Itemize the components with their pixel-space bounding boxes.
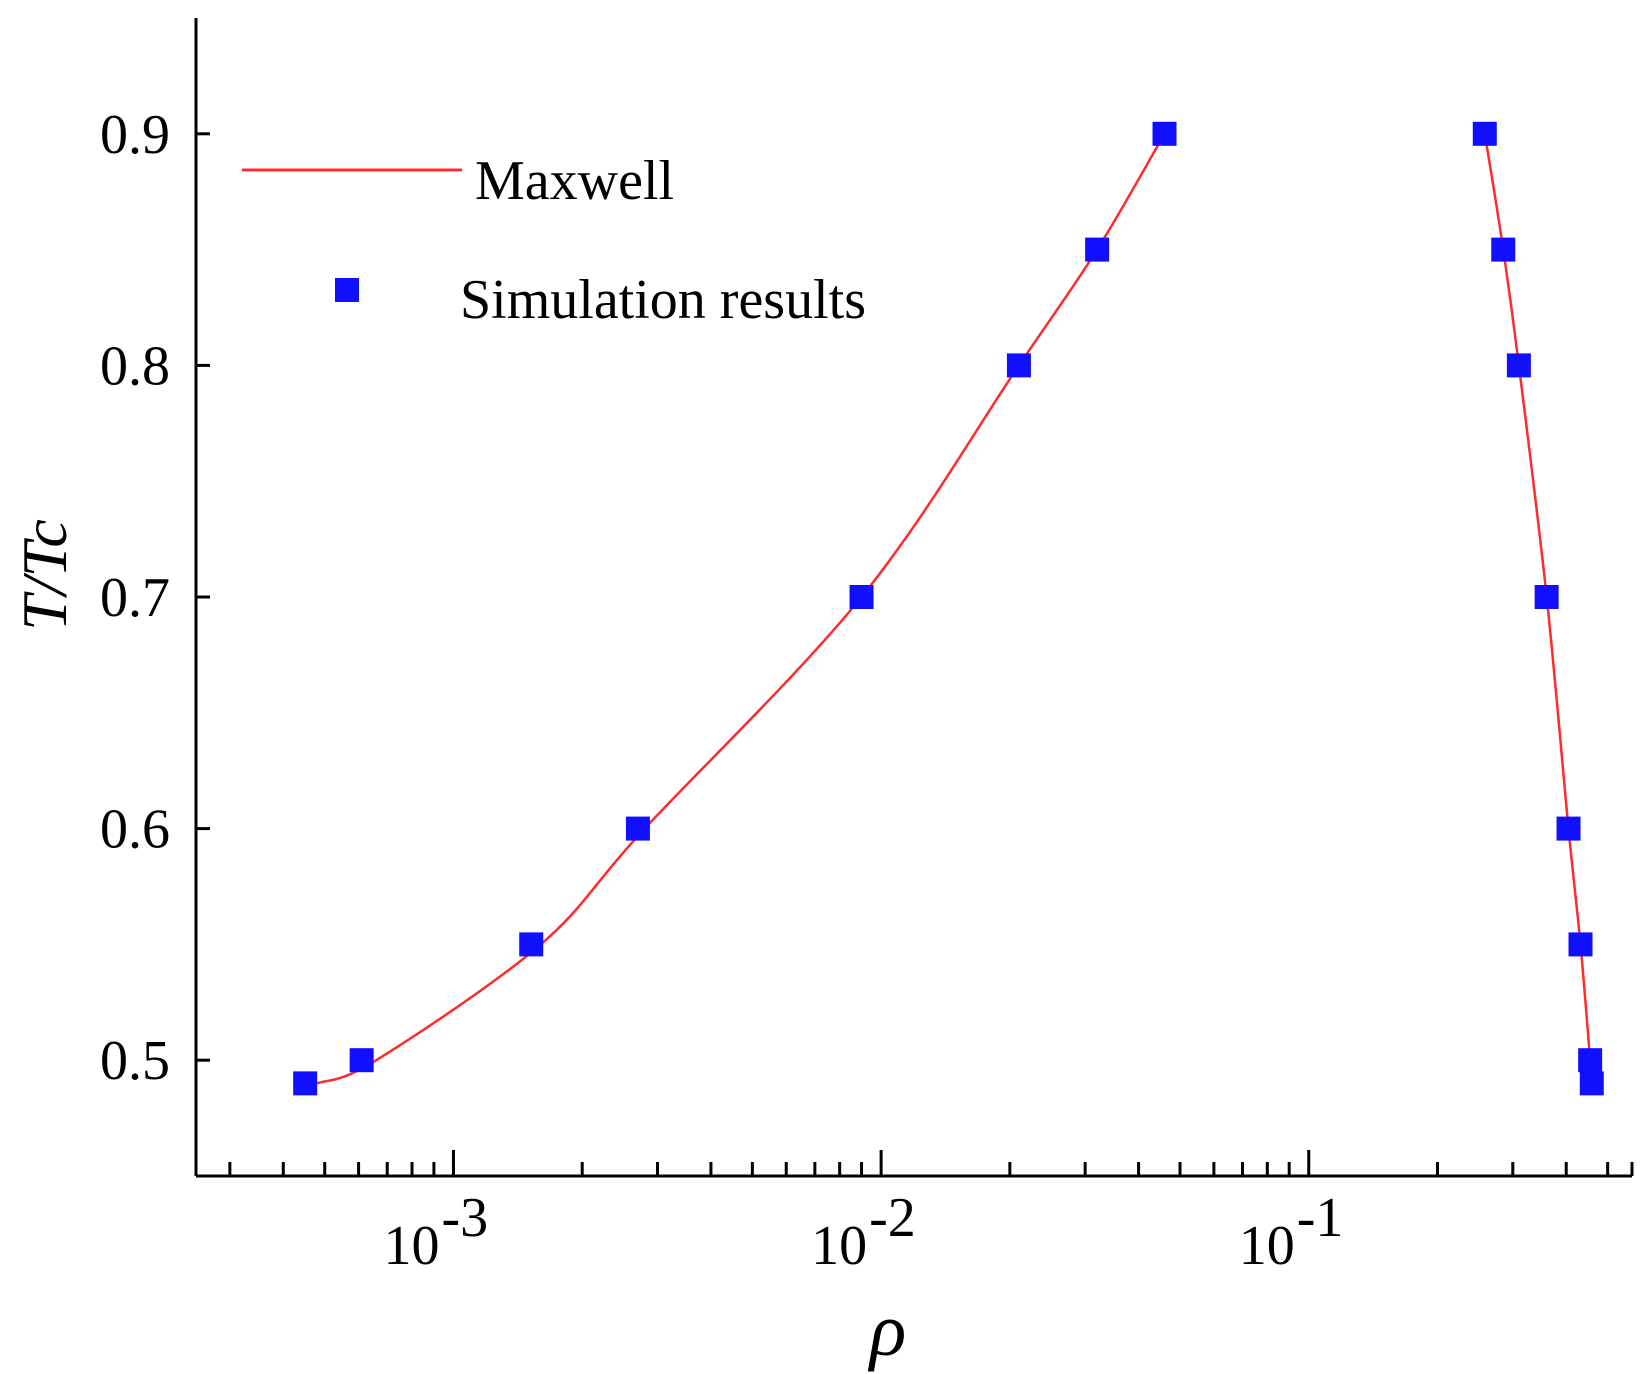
y-tick-label: 0.7 (100, 567, 170, 629)
simulation-point (349, 1048, 374, 1073)
x-tick-base: 10 (811, 1215, 867, 1277)
x-tick-base: 10 (383, 1215, 439, 1277)
maxwell-curves (316, 133, 1594, 1085)
maxwell-curve-vapor (316, 133, 1166, 1085)
x-tick-label: 10 -1 (1239, 1187, 1344, 1277)
simulation-point (625, 816, 650, 841)
simulation-point (1491, 237, 1516, 262)
legend: Maxwell Simulation results (242, 150, 866, 331)
y-tick-label: 0.5 (100, 1030, 170, 1092)
simulation-point (1085, 237, 1110, 262)
x-tick-exponent: -2 (869, 1187, 916, 1249)
simulation-points (293, 121, 1604, 1096)
simulation-point (1579, 1071, 1604, 1096)
axes (194, 18, 1634, 1178)
y-tick-label: 0.9 (100, 104, 170, 166)
simulation-point (1152, 121, 1177, 146)
simulation-point (1568, 932, 1593, 957)
simulation-point (293, 1071, 318, 1096)
x-axis-title: ρ (868, 1288, 906, 1372)
maxwell-curve-liquid (1483, 133, 1594, 1084)
y-axis-title: T/Tc (9, 519, 80, 631)
legend-simulation-label: Simulation results (460, 269, 866, 331)
x-tick-label: 10 -3 (383, 1187, 488, 1277)
simulation-point (1472, 121, 1497, 146)
simulation-point (1534, 585, 1559, 609)
x-tick-exponent: -3 (441, 1187, 488, 1249)
x-tick-label: 10 -2 (811, 1187, 916, 1277)
legend-maxwell-label: Maxwell (475, 150, 674, 212)
simulation-point (1556, 816, 1581, 841)
y-tick-label: 0.6 (100, 799, 170, 861)
simulation-point (1506, 353, 1531, 378)
y-tick-label: 0.8 (100, 335, 170, 397)
simulation-point (519, 932, 544, 957)
x-ticks: 10 -3 10 -2 10 -1 (228, 1150, 1610, 1277)
y-ticks: 0.5 0.6 0.7 0.8 0.9 (100, 104, 210, 1092)
legend-simulation-marker-swatch (335, 278, 359, 302)
simulation-point (1006, 353, 1031, 378)
simulation-point (1578, 1048, 1603, 1073)
simulation-point (849, 585, 874, 609)
x-tick-exponent: -1 (1297, 1187, 1344, 1249)
x-tick-base: 10 (1239, 1215, 1295, 1277)
